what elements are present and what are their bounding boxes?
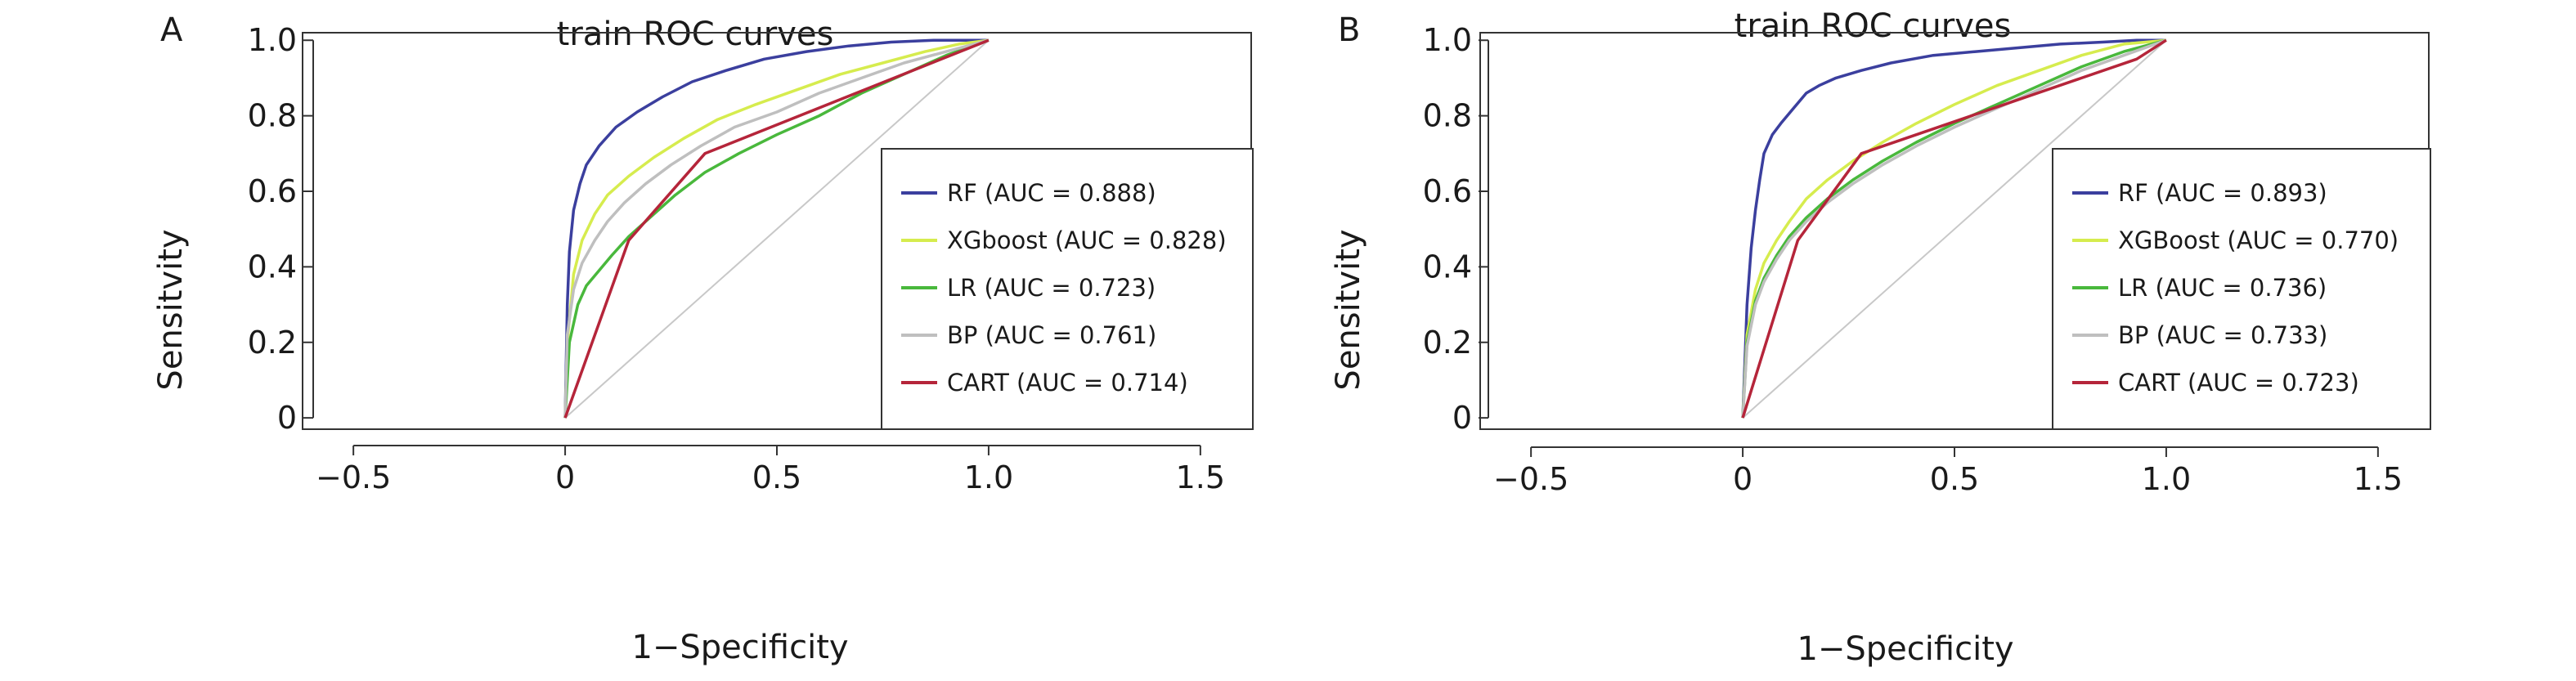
- series-line: [563, 38, 989, 419]
- legend-label: XGboost (AUC = 0.828): [947, 226, 1227, 254]
- y-tick-label: 0: [277, 400, 297, 436]
- x-tick-label: 0.5: [752, 459, 801, 495]
- legend-label: CART (AUC = 0.723): [2118, 369, 2359, 397]
- y-tick-label: 0.8: [1423, 98, 1472, 134]
- plot-area: −0.5 0 0.5 1.0 1.5 0 0.2 0.4 0.6 0.8 1.0 RF (AUC = …: [248, 22, 1254, 495]
- y-tick-label: 0.2: [1423, 325, 1472, 361]
- legend-label: CART (AUC = 0.714): [947, 369, 1188, 397]
- x-tick-label: 0: [1733, 461, 1752, 497]
- x-tick-label: 1.5: [2354, 461, 2403, 497]
- legend-label: RF (AUC = 0.893): [2118, 179, 2327, 207]
- chart-title: train ROC curves: [557, 16, 834, 53]
- panel-label: B: [1338, 11, 1360, 49]
- x-axis-label: 1−Specificity: [1797, 630, 2013, 668]
- y-tick-label: 0.4: [248, 249, 297, 284]
- x-axis: −0.5 0 0.5 1.0 1.5: [316, 445, 1225, 495]
- series-line: [1741, 38, 2167, 419]
- legend-box: [2052, 148, 2431, 430]
- x-tick-label: 1.0: [964, 459, 1013, 495]
- series-line: [563, 38, 990, 419]
- y-tick-label: 1.0: [248, 22, 297, 58]
- y-axis: 0 0.2 0.4 0.6 0.8 1.0: [248, 22, 314, 436]
- legend-label: RF (AUC = 0.888): [947, 179, 1156, 207]
- legend-label: LR (AUC = 0.723): [947, 274, 1156, 302]
- panel-b: B train ROC curves 1−Specificity Sensitv…: [1330, 7, 2431, 668]
- y-tick-label: 1.0: [1423, 22, 1472, 58]
- series-line: [1741, 38, 2167, 419]
- chart-title: train ROC curves: [1735, 7, 2012, 45]
- x-tick-label: −0.5: [316, 459, 391, 495]
- y-axis-label: Sensitvity: [1330, 229, 1367, 390]
- y-tick-label: 0.6: [1423, 173, 1472, 209]
- x-axis-label: 1−Specificity: [631, 629, 848, 666]
- x-tick-label: 0.5: [1930, 461, 1979, 497]
- reference-diagonal: [564, 39, 990, 419]
- reference-diagonal: [1742, 39, 2167, 419]
- legend-label: LR (AUC = 0.736): [2118, 274, 2327, 302]
- series-line: [563, 38, 990, 419]
- x-tick-label: 1.5: [1176, 459, 1225, 495]
- y-axis-label: Sensitvity: [152, 229, 190, 390]
- legend-label: BP (AUC = 0.733): [2118, 321, 2327, 349]
- x-tick-label: 1.0: [2142, 461, 2191, 497]
- series-line: [563, 38, 990, 419]
- y-tick-label: 0.2: [248, 325, 297, 361]
- panel-label: A: [160, 11, 183, 49]
- legend-box: [881, 148, 1254, 430]
- y-tick-label: 0.4: [1423, 249, 1472, 284]
- legend-label: BP (AUC = 0.761): [947, 321, 1156, 349]
- x-tick-label: −0.5: [1493, 461, 1568, 497]
- y-tick-label: 0: [1452, 400, 1472, 436]
- y-tick-label: 0.6: [248, 173, 297, 209]
- x-tick-label: 0: [555, 459, 575, 495]
- legend-label: XGBoost (AUC = 0.770): [2118, 226, 2399, 254]
- y-tick-label: 0.8: [248, 98, 297, 134]
- series-line: [1741, 38, 2167, 419]
- panel-a: A train ROC curves 1−Specificity Sensitv…: [152, 11, 1254, 666]
- series-line: [1741, 38, 2166, 419]
- legend: RF (AUC = 0.893) XGBoost (AUC = 0.770) LR …: [2052, 148, 2431, 430]
- y-axis: 0 0.2 0.4 0.6 0.8 1.0: [1423, 22, 1489, 436]
- legend: RF (AUC = 0.888) XGboost (AUC = 0.828) LR …: [881, 148, 1254, 430]
- x-axis: −0.5 0 0.5 1.0 1.5: [1493, 446, 2403, 497]
- plot-area: −0.5 0 0.5 1.0 1.5 0 0.2 0.4 0.6 0.8 1.0 RF (AUC = …: [1423, 22, 2431, 497]
